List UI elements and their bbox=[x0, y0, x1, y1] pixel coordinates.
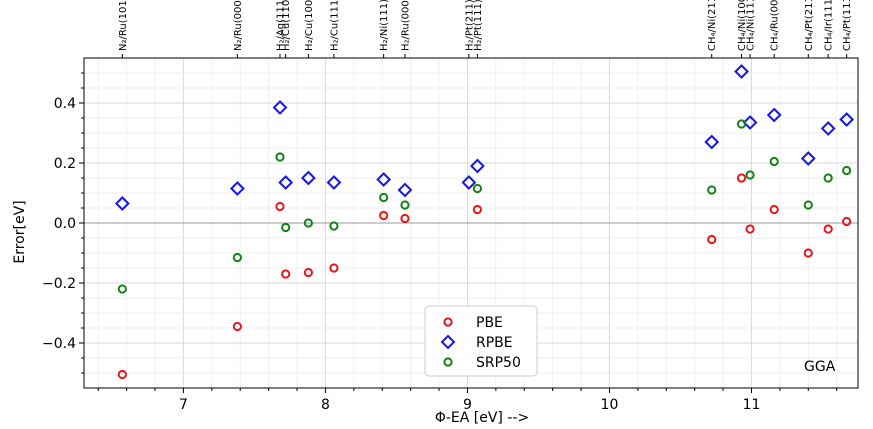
data-point-srp50 bbox=[842, 165, 852, 176]
system-label: CH₄/Pt(211) bbox=[804, 0, 815, 51]
system-label: CH₄/Ni(211) bbox=[707, 0, 718, 51]
data-point-srp50 bbox=[232, 252, 242, 263]
data-point-rpbe bbox=[326, 175, 342, 190]
x-tick-label: 7 bbox=[179, 397, 188, 413]
x-axis-ticks: 7 8 9 10 11 bbox=[97, 388, 838, 413]
legend-marker-srp50 bbox=[443, 357, 453, 367]
data-point-pbe bbox=[117, 369, 127, 380]
y-tick-label: 0.2 bbox=[54, 156, 76, 172]
legend-label: PBE bbox=[476, 315, 503, 331]
data-point-rpbe bbox=[272, 100, 288, 115]
legend-marker-rpbe bbox=[440, 334, 456, 350]
y-tick-label: −0.4 bbox=[42, 336, 76, 352]
x-tick-label: 9 bbox=[463, 397, 472, 413]
y-tick-label: 0.0 bbox=[54, 216, 76, 232]
data-point-rpbe bbox=[800, 151, 816, 166]
y-tick-label: 0.4 bbox=[54, 96, 76, 112]
legend: PBE RPBE SRP50 bbox=[424, 305, 538, 377]
data-point-rpbe bbox=[839, 112, 855, 127]
data-point-pbe bbox=[400, 213, 410, 224]
data-points bbox=[114, 64, 855, 380]
data-point-rpbe bbox=[114, 196, 130, 211]
system-label: H₂/Cu(110) bbox=[281, 0, 292, 51]
data-point-pbe bbox=[379, 210, 389, 221]
y-tick-label: −0.2 bbox=[42, 276, 76, 292]
data-point-rpbe bbox=[742, 115, 758, 130]
system-label: H₂/Pt(211) bbox=[464, 0, 475, 51]
series-srp50 bbox=[117, 119, 852, 294]
data-point-pbe bbox=[281, 269, 291, 279]
data-point-pbe bbox=[823, 224, 833, 234]
x-tick-label: 8 bbox=[321, 397, 330, 413]
data-point-rpbe bbox=[229, 181, 245, 196]
system-label: CH₄/Pt(111) bbox=[842, 0, 853, 51]
system-label: H₂/Cu(111) bbox=[329, 0, 340, 51]
data-point-rpbe bbox=[376, 172, 392, 187]
legend-box bbox=[424, 305, 538, 377]
series-rpbe bbox=[114, 64, 855, 211]
data-point-rpbe bbox=[734, 64, 749, 79]
data-point-pbe bbox=[303, 267, 313, 278]
data-point-rpbe bbox=[397, 182, 413, 198]
system-label: CH₄/Ru(0001) bbox=[770, 0, 781, 51]
system-label: H₂/Pt(111) bbox=[473, 0, 484, 51]
data-point-srp50 bbox=[472, 183, 482, 194]
system-label: N₂/Ru(1010) bbox=[118, 0, 129, 51]
data-point-rpbe bbox=[300, 170, 316, 186]
data-point-srp50 bbox=[707, 185, 717, 195]
data-point-pbe bbox=[707, 234, 717, 245]
data-point-srp50 bbox=[736, 119, 747, 129]
legend-marker-pbe bbox=[443, 317, 453, 327]
system-label: N₂/Ru(0001) bbox=[233, 0, 244, 51]
x-axis-label: Φ-EA [eV] --> bbox=[435, 410, 529, 426]
data-point-pbe bbox=[275, 201, 285, 212]
x-tick-label: 10 bbox=[601, 397, 619, 413]
data-point-srp50 bbox=[803, 200, 813, 210]
system-label: H₂/Cu(100) bbox=[304, 0, 315, 51]
system-label: H₂/Ag(111) bbox=[275, 0, 286, 51]
data-point-srp50 bbox=[400, 200, 410, 210]
data-point-srp50 bbox=[769, 156, 779, 167]
x-tick-label: 11 bbox=[743, 397, 761, 413]
data-point-srp50 bbox=[281, 222, 291, 233]
data-point-rpbe bbox=[469, 158, 485, 174]
series-pbe bbox=[117, 173, 852, 380]
system-label: H₂/Ni(111) bbox=[379, 0, 390, 51]
data-point-pbe bbox=[472, 204, 482, 215]
data-point-rpbe bbox=[278, 175, 294, 190]
legend-label: RPBE bbox=[476, 335, 513, 351]
data-point-srp50 bbox=[823, 173, 833, 183]
data-point-rpbe bbox=[704, 134, 720, 150]
system-label: CH₄/Ni(111) bbox=[746, 0, 757, 51]
system-labels: N₂/Ru(1010) N₂/Ru(0001) H₂/Ag(111)H₂/Cu(11… bbox=[118, 0, 853, 58]
data-point-pbe bbox=[803, 248, 813, 258]
data-point-pbe bbox=[329, 263, 339, 273]
data-point-pbe bbox=[736, 173, 747, 183]
data-point-pbe bbox=[769, 204, 779, 215]
data-point-rpbe bbox=[461, 175, 477, 190]
y-axis-label: Error[eV] bbox=[12, 200, 28, 263]
data-point-pbe bbox=[745, 224, 755, 234]
system-label: H₂/Ru(0001) bbox=[400, 0, 411, 51]
legend-label: SRP50 bbox=[476, 355, 521, 371]
data-point-pbe bbox=[232, 321, 242, 332]
data-point-pbe bbox=[842, 216, 852, 227]
y-axis-ticks: −0.4 −0.2 0.0 0.2 0.4 bbox=[42, 72, 84, 374]
data-point-srp50 bbox=[745, 170, 755, 180]
system-label: CH₄/Ir(111) bbox=[824, 0, 835, 51]
data-point-srp50 bbox=[379, 192, 389, 203]
data-point-srp50 bbox=[117, 284, 127, 294]
gga-annotation: GGA bbox=[804, 359, 836, 375]
data-point-srp50 bbox=[303, 218, 313, 228]
data-point-srp50 bbox=[275, 152, 285, 162]
system-label: CH₄/Ni(100) bbox=[737, 0, 748, 51]
data-point-rpbe bbox=[820, 121, 836, 136]
data-point-srp50 bbox=[329, 221, 339, 231]
data-point-rpbe bbox=[766, 107, 782, 123]
